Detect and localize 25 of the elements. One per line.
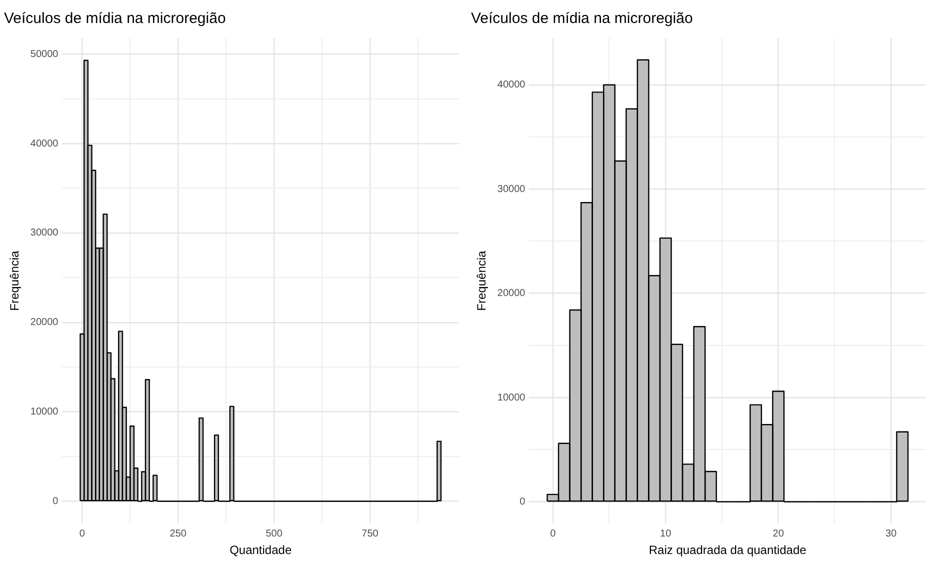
chart-title: Veículos de mídia na microregião: [471, 10, 693, 28]
x-tick-label: 750: [362, 528, 379, 540]
y-axis-title: Frequência: [474, 250, 489, 311]
chart-title: Veículos de mídia na microregião: [4, 10, 226, 28]
y-tick-label: 20000: [30, 317, 59, 328]
x-tick-label: 250: [170, 528, 187, 540]
y-tick-label: 30000: [30, 228, 59, 239]
x-tick-label: 30: [885, 528, 898, 540]
x-tick-label: 500: [266, 528, 283, 540]
x-tick-label: 0: [550, 528, 556, 540]
y-tick-label: 0: [520, 496, 526, 508]
x-axis-title: Raiz quadrada da quantidade: [648, 543, 807, 558]
y-tick-label: 0: [52, 496, 59, 507]
x-axis-title: Quantidade: [230, 543, 292, 558]
y-tick-label: 10000: [497, 392, 526, 404]
y-tick-label: 10000: [30, 406, 59, 418]
y-tick-label: 20000: [497, 288, 526, 300]
x-tick-label: 20: [772, 528, 784, 540]
y-tick-label: 30000: [497, 184, 526, 195]
x-tick-label: 0: [79, 528, 86, 540]
y-tick-label: 50000: [30, 48, 59, 60]
y-axis-title: Frequência: [8, 250, 22, 311]
y-tick-label: 40000: [30, 138, 59, 150]
y-tick-label: 40000: [497, 80, 526, 91]
x-tick-label: 10: [660, 528, 672, 540]
